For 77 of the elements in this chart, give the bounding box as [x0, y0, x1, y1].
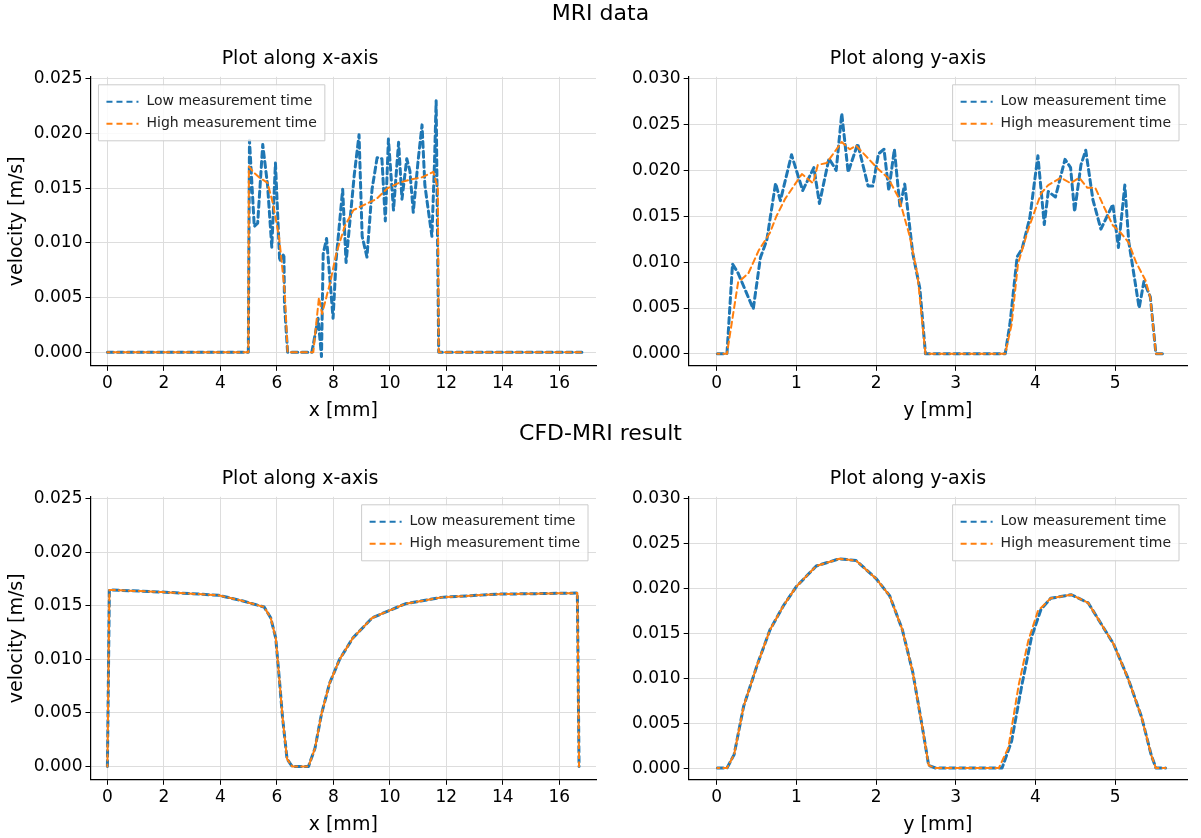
x-tick-label: 4	[1030, 786, 1041, 807]
x-tick-label: 2	[870, 786, 882, 807]
y-tick-label: 0.025	[632, 112, 681, 133]
chart-title: Plot along x-axis	[221, 466, 379, 489]
legend-label: Low measurement time	[409, 512, 576, 529]
x-tick-label: 16	[548, 372, 571, 393]
y-tick-label: 0.010	[33, 647, 83, 668]
legend-label: High measurement time	[1000, 114, 1172, 131]
x-tick-label: 4	[214, 786, 226, 807]
x-tick-label: 2	[158, 786, 170, 807]
y-tick-label: 0.000	[632, 342, 681, 363]
legend-label: Low measurement time	[1000, 512, 1167, 529]
y-tick-label: 0.010	[632, 250, 681, 271]
x-tick-label: 5	[1109, 786, 1121, 807]
x-tick-label: 1	[790, 372, 802, 393]
y-tick-label: 0.010	[33, 231, 83, 252]
x-tick-label: 8	[327, 786, 339, 807]
x-tick-label: 8	[327, 372, 339, 393]
y-tick-label: 0.005	[33, 285, 83, 306]
y-tick-label: 0.000	[33, 340, 83, 361]
chart-title: Plot along y-axis	[829, 466, 987, 489]
chart-title: Plot along y-axis	[829, 46, 987, 69]
legend-label: Low measurement time	[1000, 92, 1167, 109]
y-tick-label: 0.005	[632, 711, 681, 732]
x-tick-label: 12	[435, 372, 458, 393]
x-tick-label: 10	[379, 786, 401, 807]
x-axis-title: x [mm]	[308, 397, 378, 420]
legend-label: High measurement time	[146, 114, 317, 131]
x-tick-label: 14	[491, 786, 514, 807]
y-tick-label: 0.020	[33, 540, 83, 561]
y-tick-label: 0.015	[632, 621, 681, 642]
y-tick-label: 0.000	[632, 756, 681, 777]
y-tick-label: 0.015	[632, 204, 681, 225]
x-tick-label: 10	[379, 372, 401, 393]
x-tick-label: 14	[491, 372, 514, 393]
legend-label: High measurement time	[1000, 534, 1172, 551]
x-tick-label: 2	[158, 372, 170, 393]
x-tick-label: 1	[790, 786, 802, 807]
x-tick-label: 3	[950, 786, 962, 807]
y-tick-label: 0.025	[33, 487, 83, 508]
x-tick-label: 0	[102, 372, 113, 393]
y-tick-label: 0.025	[632, 531, 681, 552]
x-tick-label: 6	[271, 372, 283, 393]
y-tick-label: 0.020	[632, 158, 681, 179]
x-axis-title: y [mm]	[903, 811, 973, 834]
x-tick-label: 0	[711, 786, 722, 807]
x-axis-title: x [mm]	[308, 811, 378, 834]
y-tick-label: 0.020	[33, 122, 83, 143]
y-tick-label: 0.025	[33, 67, 83, 88]
y-axis-title: velocity [m/s]	[4, 573, 27, 704]
x-tick-label: 0	[711, 372, 722, 393]
x-tick-label: 0	[102, 786, 113, 807]
text: MRI data	[550, 0, 651, 25]
x-axis-title: y [mm]	[903, 397, 973, 420]
x-tick-label: 2	[870, 372, 882, 393]
x-tick-label: 4	[214, 372, 226, 393]
line-series	[106, 165, 583, 354]
y-tick-label: 0.000	[33, 754, 83, 775]
x-tick-label: 16	[548, 786, 571, 807]
y-tick-label: 0.015	[33, 176, 83, 197]
y-tick-label: 0.020	[632, 576, 681, 597]
y-tick-label: 0.010	[632, 666, 681, 687]
x-tick-label: 12	[435, 786, 458, 807]
y-tick-label: 0.030	[632, 67, 681, 88]
x-tick-label: 3	[950, 372, 962, 393]
x-tick-label: 4	[1030, 372, 1041, 393]
x-tick-label: 5	[1109, 372, 1121, 393]
y-tick-label: 0.030	[632, 487, 681, 508]
y-tick-label: 0.005	[33, 701, 83, 722]
y-tick-label: 0.015	[33, 594, 83, 615]
y-tick-label: 0.005	[632, 296, 681, 317]
text: CFD-MRI result	[518, 420, 683, 445]
x-tick-label: 6	[271, 786, 283, 807]
legend-label: High measurement time	[409, 534, 581, 551]
chart-title: Plot along x-axis	[221, 46, 379, 69]
legend-label: Low measurement time	[146, 92, 313, 109]
y-axis-title: velocity [m/s]	[4, 156, 27, 287]
